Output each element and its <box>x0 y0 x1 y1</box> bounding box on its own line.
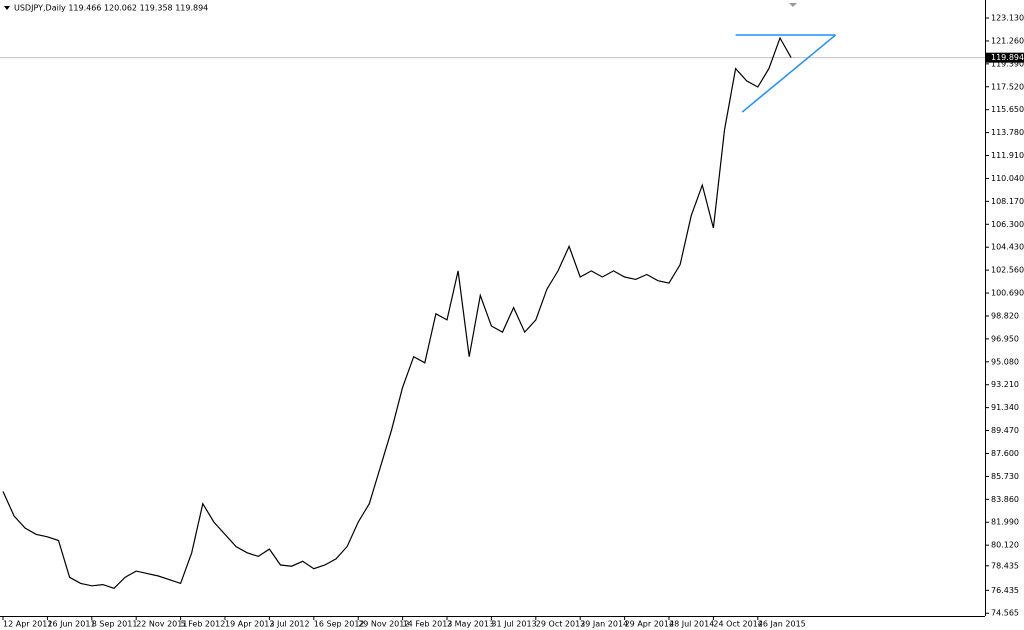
x-tick-label: 31 Jul 2013 <box>491 620 536 629</box>
x-tick-label: 14 Feb 2013 <box>403 620 453 629</box>
y-tick-label: 111.910 <box>991 151 1024 160</box>
y-tick-label: 115.650 <box>991 105 1024 114</box>
y-tick-label: 93.210 <box>991 380 1019 389</box>
x-tick-label: 22 Nov 2011 <box>136 620 187 629</box>
x-tick-label: 2 May 2013 <box>447 620 494 629</box>
y-tick-label: 83.860 <box>991 495 1019 504</box>
y-tick-label: 85.730 <box>991 472 1019 481</box>
y-tick-label: 110.040 <box>991 174 1024 183</box>
x-tick-label: 29 Nov 2012 <box>358 620 409 629</box>
last-price-box <box>986 52 1024 63</box>
x-tick-label: 26 Jan 2015 <box>758 620 806 629</box>
y-tick-label: 89.470 <box>991 426 1019 435</box>
price-line <box>2 36 792 589</box>
y-tick-label: 76.435 <box>991 586 1019 595</box>
y-tick-label: 87.600 <box>991 449 1019 458</box>
y-tick-label: 117.520 <box>991 82 1024 91</box>
x-tick-label: 29 Oct 2013 <box>536 620 585 629</box>
chart-title: USDJPY,Daily 119.466 120.062 119.358 119… <box>14 4 208 13</box>
x-tick-label: 28 Jul 2014 <box>669 620 714 629</box>
x-tick-label: 16 Sep 2012 <box>314 620 365 629</box>
x-tick-label: 8 Sep 2011 <box>92 620 138 629</box>
y-tick-label: 119.390 <box>991 59 1024 68</box>
y-tick-label: 104.430 <box>991 243 1024 252</box>
y-tick-label: 108.170 <box>991 197 1024 206</box>
y-tick-label: 102.560 <box>991 266 1024 275</box>
y-tick-label: 98.820 <box>991 311 1019 320</box>
x-tick-label: 26 Jun 2011 <box>47 620 95 629</box>
shift-marker <box>789 3 797 7</box>
x-tick-label: 12 Apr 2011 <box>3 620 52 629</box>
y-tick-label: 96.950 <box>991 334 1019 343</box>
y-tick-label: 80.120 <box>991 541 1019 550</box>
last-price-label: 119.894 <box>991 53 1024 62</box>
trendline <box>741 34 836 113</box>
x-tick-label: 19 Apr 2012 <box>225 620 274 629</box>
x-tick-label: 29 Apr 2014 <box>625 620 674 629</box>
y-tick-label: 121.260 <box>991 36 1024 45</box>
y-tick-label: 91.340 <box>991 403 1019 412</box>
x-tick-label: 3 Jul 2012 <box>269 620 309 629</box>
y-tick-label: 100.690 <box>991 289 1024 298</box>
y-tick-label: 123.130 <box>991 14 1024 23</box>
y-tick-label: 78.435 <box>991 561 1019 570</box>
x-tick-label: 29 Jan 2014 <box>580 620 628 629</box>
x-tick-label: 5 Feb 2012 <box>181 620 226 629</box>
y-tick-label: 95.080 <box>991 357 1019 366</box>
x-tick-label: 24 Oct 2014 <box>713 620 762 629</box>
y-tick-label: 81.990 <box>991 518 1019 527</box>
y-tick-label: 113.780 <box>991 128 1024 137</box>
menu-arrow[interactable] <box>4 6 10 10</box>
y-tick-label: 74.565 <box>991 609 1019 618</box>
y-tick-label: 106.300 <box>991 220 1024 229</box>
